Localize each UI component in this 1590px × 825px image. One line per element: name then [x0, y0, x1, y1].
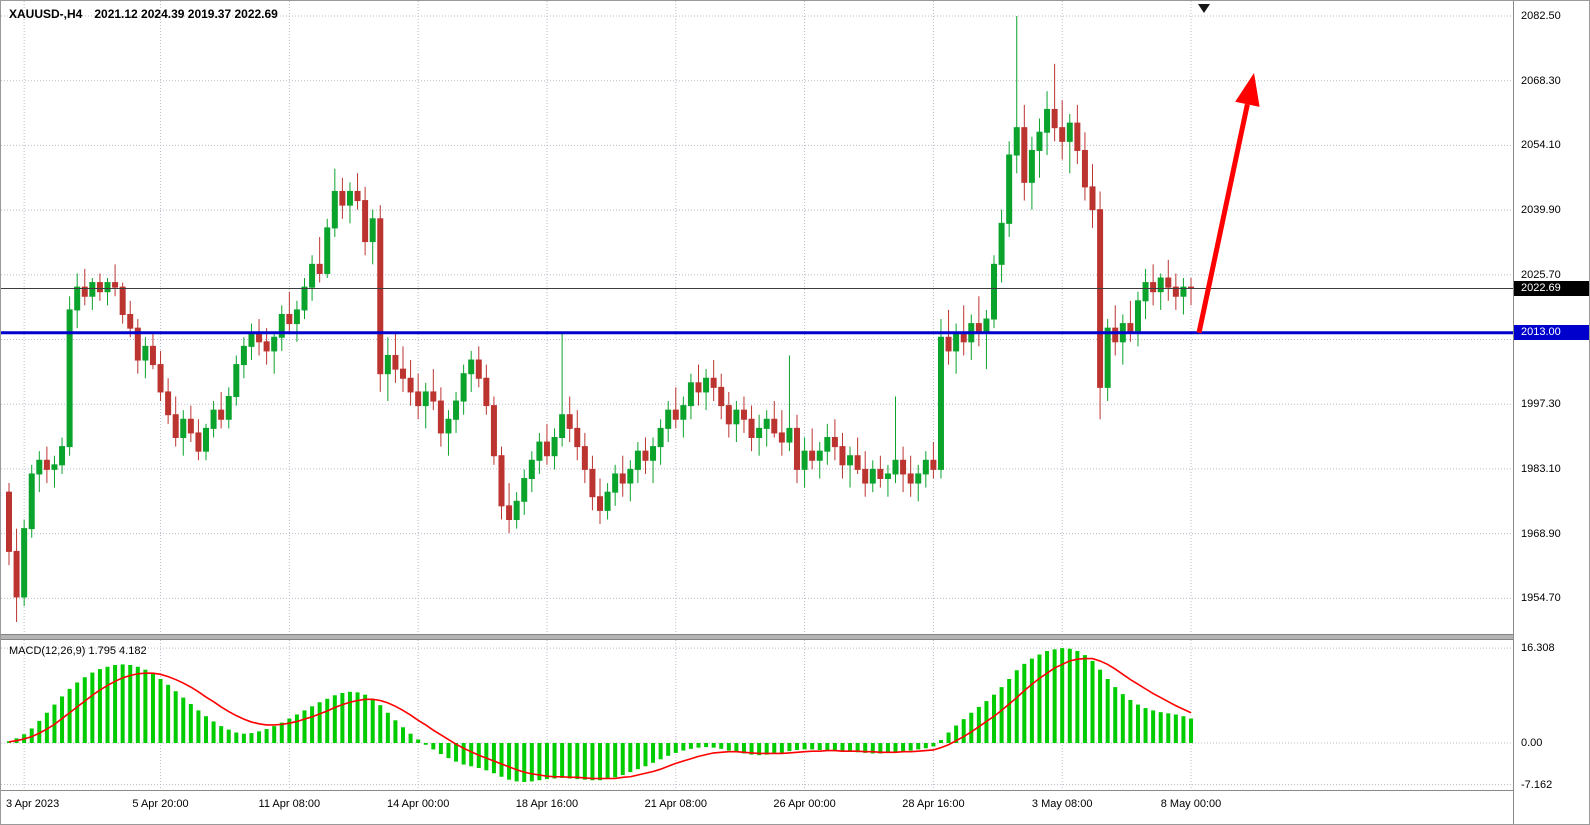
chart-shift-marker[interactable]: [1198, 4, 1210, 13]
price-axis[interactable]: 2022.69 2013.00 2082.50 2068.30 2054.10 203…: [1513, 1, 1589, 824]
macd-indicator-label: MACD(12,26,9) 1.795 4.182: [9, 645, 147, 657]
price-axis-label: 2054.10: [1521, 139, 1561, 152]
price-axis-label: 2082.50: [1521, 10, 1561, 23]
price-axis-label: 1968.90: [1521, 527, 1561, 540]
macd-axis-label: -7.162: [1521, 778, 1553, 791]
time-axis[interactable]: 3 Apr 2023 5 Apr 20:00 11 Apr 08:00 14 Apr …: [1, 790, 1589, 824]
time-axis-label: 3 May 08:00: [1031, 798, 1093, 810]
price-axis-label: 2039.90: [1521, 204, 1561, 217]
time-axis-label: 18 Apr 16:00: [515, 798, 579, 810]
macd-axis-label: 16.308: [1521, 642, 1555, 655]
macd-indicator-canvas[interactable]: [1, 640, 1513, 790]
price-chart-canvas[interactable]: [1, 1, 1513, 634]
macd-signal-line: [8, 657, 1192, 780]
current-price-tag: 2022.69: [1514, 280, 1589, 296]
time-axis-label: 8 May 00:00: [1160, 798, 1222, 810]
macd-histogram: [7, 648, 1194, 782]
candles-layer[interactable]: [6, 16, 1195, 623]
time-axis-label: 11 Apr 08:00: [258, 798, 321, 810]
price-axis-label: 2025.70: [1521, 268, 1561, 281]
panel-splitter[interactable]: [1, 634, 1589, 640]
symbol-name: XAUUSD-,H4: [9, 7, 83, 21]
time-axis-label: 5 Apr 20:00: [132, 798, 189, 810]
price-axis-label: 1954.70: [1521, 592, 1561, 605]
price-axis-label: 1997.30: [1521, 398, 1561, 411]
time-axis-label: 21 Apr 08:00: [644, 798, 707, 810]
macd-grid-layer: [1, 640, 1513, 790]
main-grid-layer: [1, 1, 1513, 634]
ohlc-values: 2021.12 2024.39 2019.37 2022.69: [94, 7, 278, 21]
time-axis-label: 3 Apr 2023: [6, 798, 60, 810]
price-axis-label: 1983.10: [1521, 462, 1561, 475]
price-axis-label: 2068.30: [1521, 74, 1561, 87]
time-axis-label: 14 Apr 00:00: [386, 798, 450, 810]
trend-arrow-annotation[interactable]: [1196, 72, 1260, 334]
time-axis-label: 28 Apr 16:00: [902, 798, 965, 810]
macd-axis-label: 0.00: [1521, 737, 1543, 749]
time-axis-label: 26 Apr 00:00: [773, 798, 836, 810]
level-price-tag: 2013.00: [1514, 324, 1589, 340]
symbol-ohlc-label: XAUUSD-,H4 2021.12 2024.39 2019.37 2022.6…: [9, 7, 278, 21]
